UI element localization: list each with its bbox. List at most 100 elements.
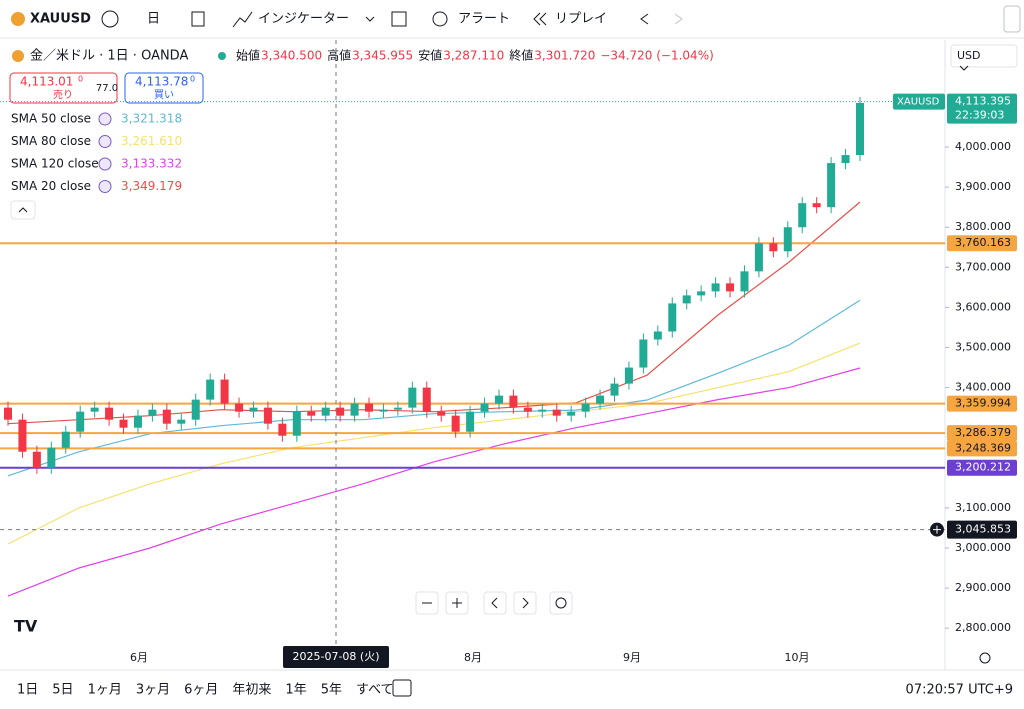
alerts-button[interactable]: アラート	[458, 12, 510, 27]
level-tag	[947, 235, 1017, 252]
clock: 07:20:57 UTC+9	[906, 683, 1013, 698]
level-label: 3,286.379	[955, 426, 1011, 439]
candle-body	[47, 447, 56, 468]
ohlc-label: 終値	[509, 48, 533, 63]
crosshair-tag	[947, 520, 1017, 539]
sma-line	[7, 342, 861, 545]
candle-body	[726, 283, 735, 292]
buy-button[interactable]	[124, 72, 204, 104]
currency-button[interactable]	[950, 44, 1018, 68]
scroll-right[interactable]	[513, 591, 537, 615]
candle-body	[263, 407, 272, 424]
indicator-value: 3,261.610	[121, 134, 182, 148]
redo-icon[interactable]	[674, 13, 683, 25]
date-range-icon[interactable]	[392, 679, 412, 697]
ohlc-value: 3,287.110	[443, 49, 504, 63]
candle-body	[552, 409, 561, 416]
candle-body	[769, 243, 778, 252]
sell-label: 売り	[53, 88, 73, 101]
x-tick-label: 6月	[130, 651, 148, 664]
buy-price: 4,113.78	[135, 75, 188, 89]
sidebar-toggle[interactable]	[1003, 5, 1021, 33]
y-tick-label: 3,900.000	[955, 180, 1011, 193]
y-tick-label: 3,600.000	[955, 300, 1011, 313]
range-button[interactable]: すべて	[356, 683, 394, 698]
candle-body	[249, 407, 258, 412]
date-tag	[283, 646, 389, 668]
y-tick-label: 2,900.000	[955, 581, 1011, 594]
candle-body	[697, 291, 706, 296]
indicator-settings[interactable]	[98, 157, 112, 171]
candle-body	[783, 227, 792, 252]
symbol-icon	[11, 12, 25, 26]
indicator-settings[interactable]	[98, 112, 112, 126]
candle-body	[624, 367, 633, 384]
icon	[491, 597, 498, 609]
indicator-settings[interactable]	[98, 180, 112, 193]
ohlc-label: 高値	[327, 48, 351, 63]
x-tick-label: 10月	[785, 651, 810, 664]
candle-body	[321, 407, 330, 416]
sell-price: 4,113.01	[20, 75, 73, 89]
candle-body	[235, 403, 244, 412]
candle-body	[393, 407, 402, 410]
dropdown-icon[interactable]	[365, 16, 375, 22]
reset[interactable]	[549, 591, 573, 615]
symbol-tag-label: XAUUSD	[897, 97, 940, 108]
add-icon	[933, 525, 941, 534]
buy-label: 買い	[154, 89, 174, 101]
indicators-icon	[232, 11, 253, 28]
chart-type-icon[interactable]	[191, 11, 205, 27]
undo-icon[interactable]	[640, 13, 649, 25]
buy-sup: 0	[190, 75, 195, 84]
scroll-left[interactable]	[483, 591, 507, 615]
layout-icon[interactable]	[391, 11, 407, 27]
range-button[interactable]: 5日	[52, 683, 73, 698]
candle-body	[451, 415, 460, 432]
dropdown-icon	[959, 65, 969, 71]
candle-body	[567, 411, 576, 416]
level-label: 3,359.994	[955, 397, 1011, 410]
symbol[interactable]: XAUUSD	[30, 12, 91, 27]
range-button[interactable]: 年初来	[232, 682, 271, 698]
candle-body	[307, 411, 316, 416]
last-price-tag	[947, 93, 1017, 124]
indicator-name: SMA 120 close	[11, 157, 99, 171]
indicator-settings[interactable]	[98, 135, 112, 148]
range-button[interactable]: 6ヶ月	[184, 683, 218, 698]
candle-body	[350, 403, 359, 416]
compare-icon[interactable]	[101, 10, 119, 28]
indicators-button[interactable]: インジケーター	[258, 12, 349, 27]
date-label: 2025-07-08 (火)	[292, 650, 379, 663]
market-status	[218, 52, 226, 60]
candle-body	[191, 399, 200, 420]
candle-body	[278, 423, 287, 436]
candle-body	[379, 409, 388, 412]
candle-body	[61, 431, 70, 448]
candle-body	[437, 411, 446, 416]
range-button[interactable]: 1日	[17, 683, 38, 698]
interval[interactable]: 日	[147, 12, 160, 27]
y-tick-label: 3,100.000	[955, 501, 1011, 514]
sma-line	[7, 201, 861, 425]
x-tick-label: 9月	[623, 651, 641, 664]
candle-body	[798, 203, 807, 228]
level-label: 3,248.369	[955, 441, 1011, 454]
candle-body	[105, 407, 114, 420]
chart-title: 金／米ドル · 1日 · OANDA	[30, 49, 188, 64]
candle-body	[538, 409, 547, 412]
collapse-button[interactable]	[10, 200, 36, 220]
range-button[interactable]: 3ヶ月	[136, 683, 170, 698]
range-button[interactable]: 1ヶ月	[88, 683, 122, 698]
candle-body	[754, 243, 763, 272]
range-button[interactable]: 5年	[321, 683, 342, 698]
symbol-tag	[893, 93, 945, 110]
settings-icon[interactable]	[979, 652, 991, 664]
replay-button[interactable]: リプレイ	[555, 12, 607, 27]
sell-button[interactable]	[9, 72, 118, 104]
candle-body	[32, 451, 41, 468]
range-button[interactable]: 1年	[285, 683, 306, 698]
